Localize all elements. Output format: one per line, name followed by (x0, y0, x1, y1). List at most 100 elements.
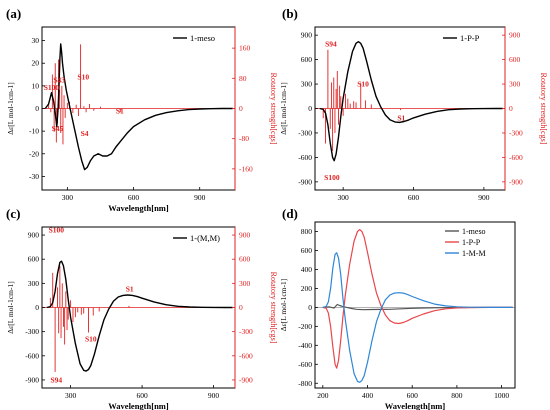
state-annotation: S45 (52, 124, 64, 133)
y2-tick-label: 160 (239, 44, 251, 53)
y-tick-label: 300 (28, 279, 40, 288)
y-tick-label: 600 (301, 55, 313, 64)
y2-tick-label: 900 (239, 231, 251, 240)
series-line-1-M-M (322, 252, 513, 383)
legend-label: 1-P-P (460, 33, 480, 43)
x-tick-label: 300 (62, 193, 74, 202)
series-line-1-meso (322, 303, 513, 311)
y-axis-title: Δε[L mol-1cm-1] (279, 279, 288, 331)
panel-label: (a) (6, 6, 21, 21)
y-tick-label: -30 (29, 172, 39, 181)
x-tick-label: 600 (408, 193, 420, 202)
state-annotation: S10 (85, 334, 97, 343)
y-tick-label: 0 (35, 303, 39, 312)
y2-axis-title: Rotatory strength[cgs] (269, 73, 278, 145)
y-tick-label: 10 (32, 81, 40, 90)
y-tick-label: 0 (308, 303, 312, 312)
y2-tick-label: -300 (509, 128, 523, 137)
y2-tick-label: -900 (509, 177, 523, 186)
y-tick-label: -300 (25, 327, 39, 336)
series-line-1-P-P (322, 229, 513, 369)
y2-tick-label: 0 (239, 303, 243, 312)
y-axis-title: Δε[L mol-1cm-1] (279, 82, 288, 134)
y2-tick-label: 600 (239, 255, 251, 264)
plot-frame (314, 221, 516, 389)
y-tick-label: 900 (301, 31, 313, 40)
y2-tick-label: -600 (509, 153, 523, 162)
y-tick-label: 600 (28, 255, 40, 264)
legend-label: 1-(M,M) (190, 233, 220, 243)
y2-tick-label: 600 (509, 55, 521, 64)
series-line-1-meso (44, 43, 233, 171)
y-tick-label: -300 (298, 128, 312, 137)
state-annotation: S1 (116, 106, 124, 115)
x-axis-title: Wavelength[nm] (108, 203, 169, 213)
y-tick-label: -600 (298, 153, 312, 162)
y-tick-label: -10 (29, 127, 39, 136)
y-tick-label: 30 (32, 36, 40, 45)
x-axis-title: Wavelength[nm] (108, 401, 169, 410)
y2-tick-label: 80 (239, 74, 247, 83)
y2-tick-label: 300 (239, 279, 251, 288)
panel-label: (c) (6, 206, 20, 221)
state-annotation: S94 (325, 40, 337, 49)
x-tick-label: 300 (338, 193, 350, 202)
panel-b: (b) S94 S10 S1 S100 300 600 900 -900 -600 -300 0 300… (279, 6, 548, 202)
x-tick-label: 1000 (494, 391, 509, 400)
y-tick-label: -800 (298, 379, 312, 388)
y-tick-label: 0 (308, 104, 312, 113)
y2-tick-label: 0 (509, 104, 513, 113)
state-annotation: S10 (77, 72, 89, 81)
panel-label: (d) (282, 206, 298, 221)
y2-tick-label: 900 (509, 31, 521, 40)
legend-label: 1-M-M (462, 249, 486, 258)
state-annotation: S4 (81, 129, 89, 138)
y-tick-label: 20 (32, 59, 40, 68)
y2-tick-label: -80 (239, 134, 249, 143)
y-tick-label: 600 (301, 246, 313, 255)
legend-label: 1-meso (190, 33, 215, 43)
y2-tick-label: 300 (509, 80, 521, 89)
y-tick-label: -900 (298, 177, 312, 186)
y-axis-title: Δε[L mol-1cm-1] (6, 82, 15, 134)
x-tick-label: 900 (194, 193, 206, 202)
series-line-1-P-P (319, 41, 503, 162)
y2-axis-title: Rotatory strength[cgs] (269, 272, 278, 344)
y2-tick-label: -160 (239, 164, 253, 173)
state-annotation: S100 (49, 226, 65, 235)
state-annotation: S1 (397, 114, 405, 123)
y-tick-label: -200 (298, 322, 312, 331)
legend-label: 1-P-P (462, 238, 481, 247)
y-tick-label: 800 (301, 227, 313, 236)
state-annotation: S1 (126, 284, 134, 293)
state-annotation: S10 (357, 79, 369, 88)
y-tick-label: 400 (301, 265, 313, 274)
y-tick-label: -400 (298, 341, 312, 350)
y2-tick-label: 0 (239, 104, 243, 113)
state-annotation: S100 (44, 83, 60, 92)
x-axis-title: Wavelength[nm] (385, 401, 446, 410)
y2-tick-label: -300 (239, 327, 253, 336)
x-tick-label: 600 (128, 193, 140, 202)
x-tick-label: 600 (136, 391, 148, 400)
legend-label: 1-meso (462, 227, 486, 236)
y-tick-label: -600 (298, 360, 312, 369)
x-tick-label: 800 (451, 391, 463, 400)
x-tick-label: 900 (478, 193, 490, 202)
state-annotation: S43 (53, 75, 65, 84)
y-tick-label: 300 (301, 80, 313, 89)
panel-d: (d) 200 400 600 800 1000 -800 -600 -400 -200 0 200 4… (279, 206, 516, 410)
state-annotation: S94 (50, 375, 62, 384)
y-tick-label: -20 (29, 149, 39, 158)
y-tick-label: 0 (35, 104, 39, 113)
x-tick-label: 200 (317, 391, 329, 400)
panel-label: (b) (282, 6, 298, 21)
series-line-1-(M,M) (46, 260, 233, 372)
x-tick-label: 400 (362, 391, 374, 400)
x-tick-label: 300 (65, 391, 77, 400)
y-tick-label: 200 (301, 284, 313, 293)
y-tick-label: 900 (28, 231, 40, 240)
y-axis-title: Δε[L mol-1cm-1] (6, 281, 15, 333)
